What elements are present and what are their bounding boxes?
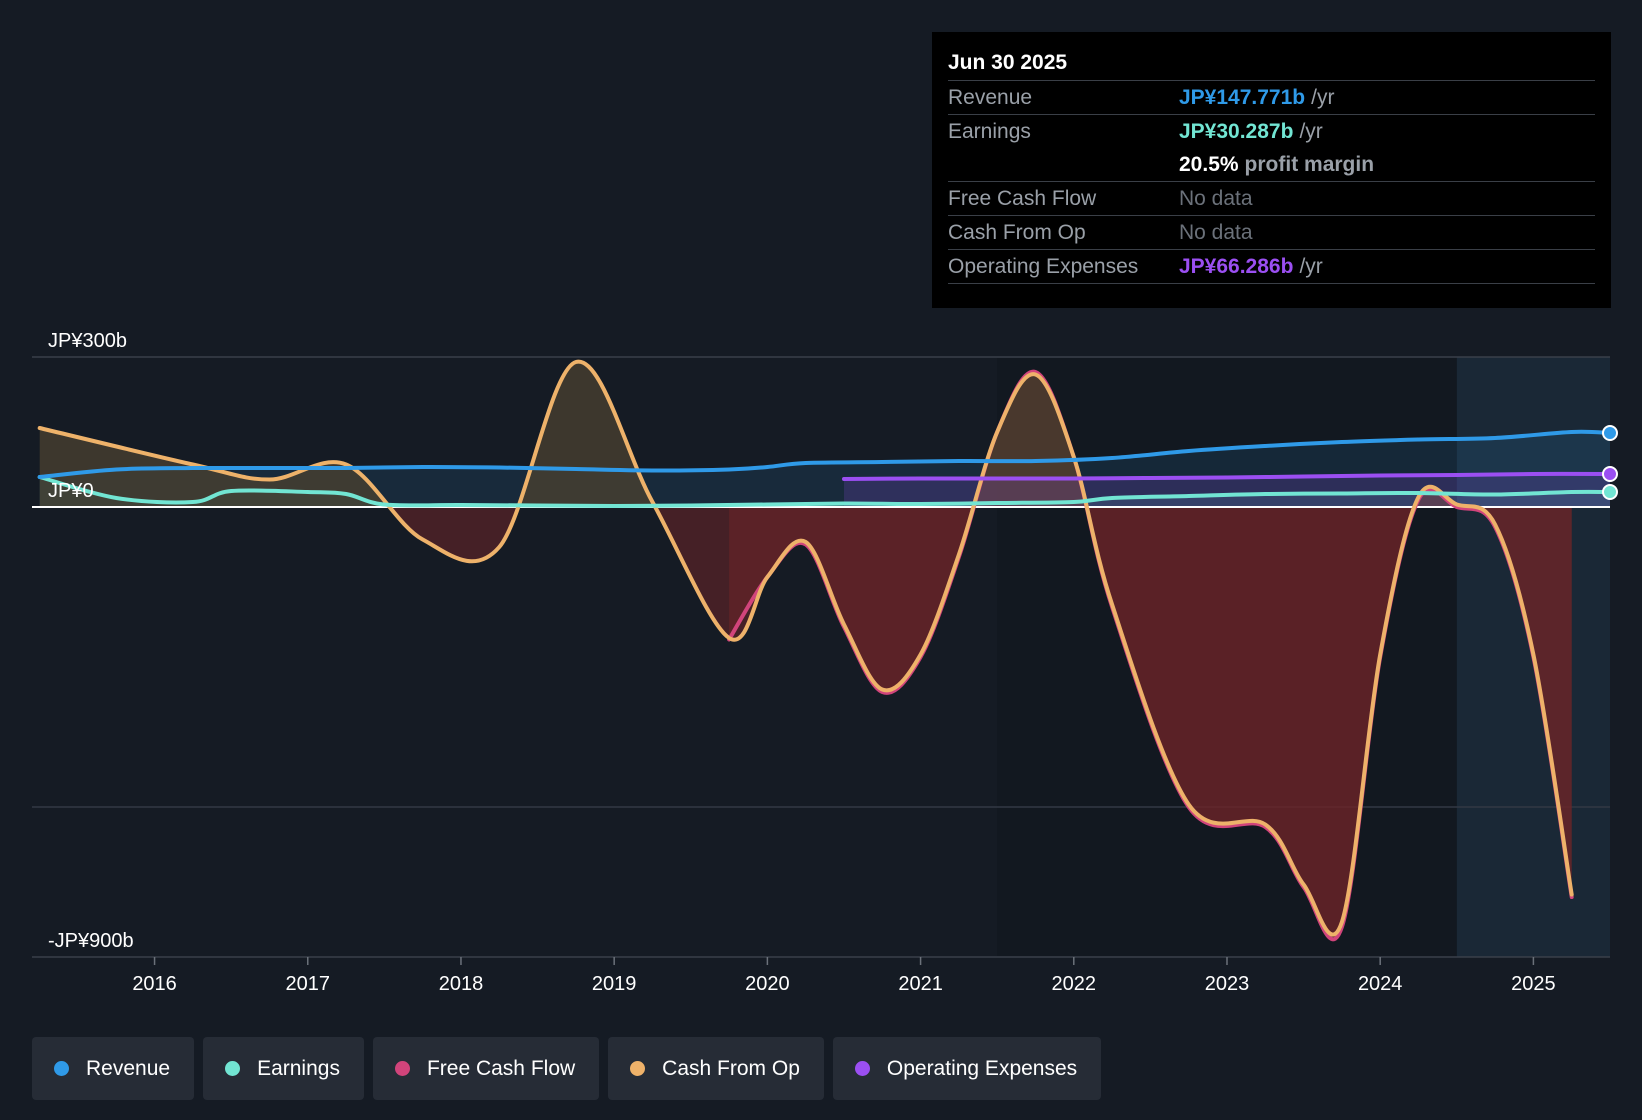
x-axis: 2016 2017 2018 2019 2020 2021 2022 2023 2024 2025 — [132, 957, 1556, 995]
legend-label: Free Cash Flow — [426, 1056, 576, 1080]
x-tick-label: 2017 — [286, 973, 331, 995]
x-tick-label: 2023 — [1205, 973, 1250, 995]
earnings-dot-icon — [225, 1061, 241, 1076]
tooltip-row-revenue: Revenue JP¥147.771b /yr — [948, 81, 1595, 115]
cash-from-op-dot-icon — [630, 1061, 646, 1076]
tooltip-label: Revenue — [948, 86, 1033, 109]
x-tick-label: 2021 — [898, 973, 943, 995]
tooltip-profit-margin-value: 20.5% — [1179, 153, 1239, 176]
earnings-area — [39, 477, 1611, 507]
tooltip-earnings-value: JP¥30.287b — [1179, 120, 1294, 143]
tooltip-revenue-value: JP¥147.771b — [1179, 86, 1306, 109]
series-lines — [37, 359, 1612, 942]
tooltip-row-earnings: Earnings JP¥30.287b /yr — [948, 115, 1595, 148]
tooltip-panel: Jun 30 2025 Revenue JP¥147.771b /yr Earn… — [932, 32, 1611, 308]
legend-item-operating-expenses[interactable]: Operating Expenses — [832, 1037, 1102, 1100]
series-end-markers — [1602, 425, 1618, 500]
tooltip-label: Cash From Op — [948, 221, 1086, 244]
legend-label: Earnings — [257, 1056, 340, 1080]
x-tick-label: 2019 — [592, 973, 637, 995]
tooltip-label: Free Cash Flow — [948, 187, 1097, 210]
tooltip-row-cash-from-op: Cash From Op No data — [948, 216, 1595, 250]
tooltip-unit: /yr — [1299, 255, 1323, 278]
y-axis-labels: JP¥300b JP¥0 -JP¥900b — [48, 330, 134, 952]
legend-label: Cash From Op — [662, 1056, 800, 1080]
tooltip-unit: /yr — [1299, 120, 1323, 143]
tooltip-date: Jun 30 2025 — [948, 46, 1595, 81]
revenue-dot-icon — [54, 1061, 69, 1076]
earnings-end-marker — [1602, 484, 1618, 500]
operating-expenses-end-marker — [1602, 466, 1618, 482]
x-tick-label: 2020 — [745, 973, 790, 995]
tooltip-cash-from-op-value: No data — [1179, 221, 1253, 244]
tooltip-label: Earnings — [948, 120, 1031, 143]
tooltip-label — [948, 148, 1179, 181]
cash-from-op-negative-area — [39, 507, 1572, 935]
tooltip-row-operating-expenses: Operating Expenses JP¥66.286b /yr — [948, 250, 1595, 284]
legend-item-earnings[interactable]: Earnings — [203, 1037, 364, 1100]
revenue-line — [37, 429, 1612, 479]
tooltip-label: Operating Expenses — [948, 255, 1139, 278]
x-tick-label: 2022 — [1052, 973, 1097, 995]
tooltip-free-cash-flow-value: No data — [1179, 187, 1253, 210]
y-tick-label: JP¥0 — [48, 480, 94, 502]
legend-item-free-cash-flow[interactable]: Free Cash Flow — [372, 1037, 600, 1100]
cash-from-op-positive-area — [39, 361, 1572, 507]
tooltip-unit: /yr — [1311, 86, 1335, 109]
legend-label: Operating Expenses — [886, 1056, 1078, 1080]
tooltip-operating-expenses-value: JP¥66.286b — [1179, 255, 1294, 278]
tooltip-row-profit-margin: 20.5% profit margin — [948, 148, 1595, 182]
legend-item-revenue[interactable]: Revenue — [32, 1037, 195, 1100]
x-tick-label: 2024 — [1358, 973, 1403, 995]
revenue-end-marker — [1602, 425, 1618, 441]
x-tick-label: 2016 — [132, 973, 177, 995]
x-tick-label: 2025 — [1511, 973, 1556, 995]
x-tick-label: 2018 — [439, 973, 484, 995]
free-cash-flow-dot-icon — [394, 1061, 410, 1076]
tooltip-unit: profit margin — [1244, 153, 1375, 176]
y-tick-label: JP¥300b — [48, 330, 127, 352]
tooltip-row-free-cash-flow: Free Cash Flow No data — [948, 182, 1595, 216]
operating-expenses-line — [842, 471, 1612, 481]
operating-expenses-dot-icon — [854, 1061, 870, 1076]
legend-item-cash-from-op[interactable]: Cash From Op — [608, 1037, 824, 1100]
legend-label: Revenue — [86, 1056, 171, 1080]
earnings-line — [37, 475, 1612, 508]
y-tick-label: -JP¥900b — [48, 930, 134, 952]
legend: Revenue Earnings Free Cash Flow Cash Fro… — [32, 1037, 1102, 1100]
